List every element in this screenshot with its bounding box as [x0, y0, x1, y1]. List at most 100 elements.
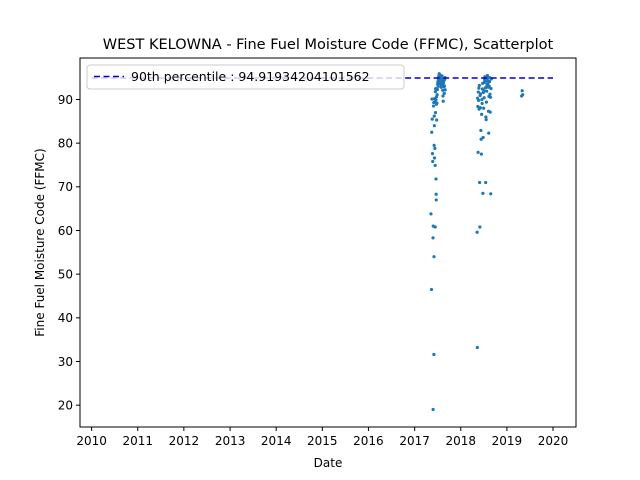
data-point: [434, 177, 438, 181]
data-point: [443, 88, 447, 92]
data-point: [429, 287, 434, 292]
data-point: [482, 89, 486, 93]
y-axis-ticks: 20 30 40 50 60 70 80 90: [58, 93, 80, 412]
x-tick-label: 2018: [446, 434, 477, 448]
chart-title: WEST KELOWNA - Fine Fuel Moisture Code (…: [103, 37, 554, 53]
data-point: [432, 124, 436, 128]
data-point: [431, 407, 435, 412]
data-points: [429, 72, 525, 412]
data-point: [481, 135, 485, 140]
data-point: [432, 143, 436, 147]
legend: 90th percentile : 94.91934204101562: [86, 64, 405, 90]
data-point: [441, 99, 445, 103]
x-tick-label: 2017: [399, 434, 430, 448]
data-point: [481, 191, 485, 195]
x-tick-label: 2015: [307, 434, 338, 448]
data-point: [441, 94, 445, 98]
data-point: [435, 118, 439, 122]
y-tick-label: 80: [58, 136, 73, 150]
y-tick-label: 20: [58, 398, 73, 412]
data-point: [476, 98, 481, 102]
data-point: [442, 91, 446, 95]
x-tick-label: 2013: [215, 434, 246, 448]
data-point: [433, 146, 437, 150]
y-tick-label: 60: [58, 224, 73, 238]
data-point: [432, 156, 437, 160]
data-point: [479, 152, 483, 156]
x-tick-label: 2019: [492, 434, 523, 448]
data-point: [430, 130, 434, 134]
data-point: [483, 80, 487, 84]
data-point: [434, 192, 438, 196]
data-point: [433, 110, 438, 115]
x-axis-ticks: 2010 2011 2012 2013 2014 2015 2016 2017 2018 2019…: [76, 427, 568, 448]
legend-entry-label: 90th percentile : 94.91934204101562: [131, 69, 370, 84]
data-point: [435, 87, 440, 92]
data-point: [488, 92, 492, 96]
data-point: [478, 225, 482, 229]
data-point: [480, 101, 484, 106]
data-point: [431, 159, 435, 164]
x-tick-label: 2012: [169, 434, 200, 448]
data-point: [430, 152, 435, 156]
y-tick-label: 40: [58, 311, 73, 325]
data-point: [479, 92, 483, 96]
data-point: [432, 255, 436, 259]
data-point: [475, 345, 479, 350]
data-point: [440, 74, 444, 78]
data-point: [485, 73, 490, 78]
data-point: [488, 110, 492, 114]
data-point: [441, 88, 445, 92]
data-point: [483, 86, 488, 90]
data-point: [479, 128, 483, 133]
data-point: [433, 90, 437, 94]
data-point: [442, 84, 447, 88]
data-point: [435, 101, 439, 105]
data-point: [429, 212, 433, 216]
data-point: [489, 86, 493, 91]
data-point: [430, 97, 434, 101]
data-point: [430, 117, 434, 121]
data-point: [487, 84, 491, 88]
plot-frame: [79, 57, 577, 428]
data-point: [476, 90, 480, 94]
y-axis-label: Fine Fuel Moisture Code (FFMC): [33, 148, 47, 336]
data-point: [431, 104, 436, 108]
data-point: [484, 180, 488, 185]
data-point: [477, 86, 481, 90]
data-point: [480, 112, 484, 116]
x-tick-label: 2011: [122, 434, 153, 448]
data-point: [475, 230, 479, 234]
data-point: [484, 100, 489, 104]
x-axis-label: Date: [314, 456, 343, 470]
legend-box: [86, 64, 405, 90]
data-point: [487, 131, 491, 135]
y-tick-label: 30: [58, 355, 73, 369]
data-point: [482, 106, 486, 110]
data-point: [484, 117, 488, 122]
data-point: [520, 89, 524, 93]
data-point: [435, 93, 439, 97]
data-point: [476, 150, 480, 154]
data-point: [489, 192, 493, 196]
data-point: [477, 83, 481, 88]
data-point: [433, 163, 437, 168]
data-point: [484, 115, 488, 119]
data-point: [488, 95, 493, 99]
x-tick-label: 2010: [76, 434, 107, 448]
data-point: [432, 352, 436, 357]
y-tick-label: 50: [58, 267, 73, 281]
data-point: [478, 106, 482, 110]
data-point: [436, 84, 440, 88]
y-tick-label: 70: [58, 180, 73, 194]
x-tick-label: 2020: [538, 434, 569, 448]
data-point: [476, 104, 480, 109]
data-point: [432, 114, 436, 118]
data-point: [431, 236, 435, 240]
x-tick-label: 2016: [353, 434, 384, 448]
data-point: [521, 93, 525, 97]
data-point: [433, 225, 437, 229]
data-point: [485, 89, 489, 93]
data-point: [434, 198, 438, 202]
